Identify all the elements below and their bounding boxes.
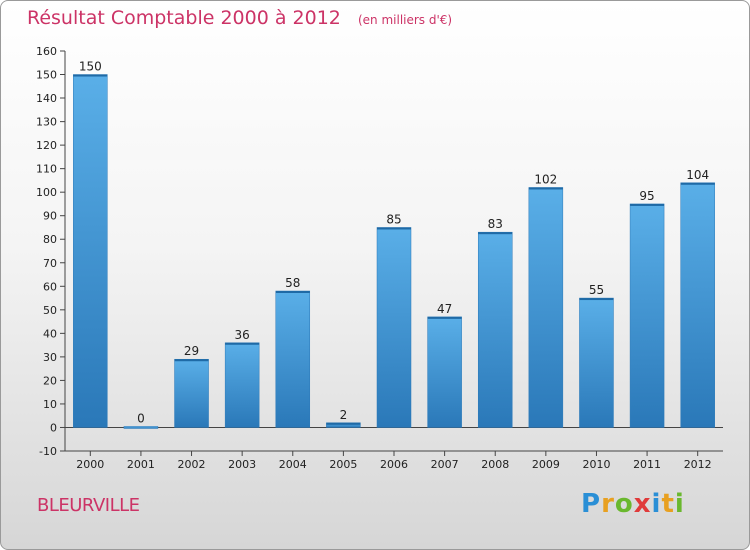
data-label: 150 [79, 60, 102, 74]
data-label: 83 [488, 217, 503, 231]
y-tick-label: 140 [36, 92, 57, 105]
y-tick-label: 130 [36, 116, 57, 129]
y-tick-label: 10 [43, 398, 57, 411]
y-tick-label: 60 [43, 280, 57, 293]
bar-top-edge [326, 422, 361, 425]
x-tick-label: 2007 [431, 458, 459, 471]
bar-top-edge [225, 342, 260, 345]
y-tick-label: 120 [36, 139, 57, 152]
chart-labels: 150 0 29 36 58 2 85 47 83 102 55 95 104 [79, 60, 709, 426]
bar [427, 316, 462, 428]
data-label: 58 [285, 276, 300, 290]
y-tick-label: 40 [43, 327, 57, 340]
data-label: 95 [639, 189, 654, 203]
proxiti-logo: Proxiti [581, 489, 685, 519]
bar-top-edge [377, 227, 411, 230]
bar [174, 358, 209, 428]
x-tick-label: 2011 [633, 458, 661, 471]
logo-letter: r [601, 489, 615, 519]
bar-top-edge [528, 187, 563, 190]
bar-top-edge [73, 74, 108, 77]
y-tick-label: -10 [39, 445, 57, 458]
y-tick-label: 0 [50, 421, 57, 434]
x-tick-label: 2009 [532, 458, 560, 471]
y-tick-label: 160 [36, 45, 57, 58]
y-tick-label: 70 [43, 257, 57, 270]
x-tick-label: 2001 [127, 458, 155, 471]
bar-top-edge [579, 298, 614, 301]
x-tick-label: 2004 [279, 458, 307, 471]
logo-letter: t [661, 489, 675, 519]
y-tick-label: 100 [36, 186, 57, 199]
x-tick-label: 2010 [582, 458, 610, 471]
y-tick-label: 80 [43, 233, 57, 246]
logo-letter: i [674, 489, 685, 519]
logo-letter: i [651, 489, 662, 519]
data-label: 2 [340, 408, 348, 422]
bar [579, 297, 614, 428]
bar [73, 74, 108, 428]
bar-top-edge [630, 203, 665, 206]
data-label: 85 [386, 212, 401, 226]
data-label: 104 [686, 168, 709, 182]
bar-top-edge [275, 291, 310, 293]
chart-bars [73, 74, 715, 429]
data-label: 47 [437, 302, 452, 316]
y-tick-label: 30 [43, 351, 57, 364]
x-tick-label: 2008 [481, 458, 509, 471]
x-tick-label: 2002 [178, 458, 206, 471]
chart-title: Résultat Comptable 2000 à 2012 [27, 7, 341, 29]
logo-letter: o [614, 489, 634, 519]
logo-letter: x [633, 489, 652, 519]
data-label: 0 [137, 411, 145, 425]
data-label: 36 [235, 328, 250, 342]
bar [275, 290, 311, 428]
bar [477, 231, 513, 428]
city-name: BLEURVILLE [37, 495, 140, 516]
y-tick-label: 150 [36, 69, 57, 82]
y-tick-label: 110 [36, 163, 57, 176]
x-tick-label: 2000 [76, 458, 104, 471]
data-label: 102 [534, 172, 557, 186]
y-tick-label: 50 [43, 304, 57, 317]
y-tick-label: 20 [43, 374, 57, 387]
bar [123, 426, 159, 429]
chart-axes: -100102030405060708090100110120130140150… [36, 45, 723, 471]
bar [224, 342, 260, 428]
bar-top-edge [174, 359, 209, 362]
y-tick-label: 90 [43, 210, 57, 223]
bar-top-edge [427, 316, 462, 319]
bar-top-edge [680, 182, 715, 185]
x-tick-label: 2003 [228, 458, 256, 471]
data-label: 29 [184, 344, 199, 358]
x-tick-label: 2005 [329, 458, 357, 471]
chart-header: Résultat Comptable 2000 à 2012 (en milli… [27, 7, 452, 29]
data-label: 55 [589, 283, 604, 297]
x-tick-label: 2006 [380, 458, 408, 471]
logo-letter: P [581, 489, 602, 519]
bar [376, 227, 412, 428]
x-tick-label: 2012 [684, 458, 712, 471]
bar [680, 182, 715, 428]
chart-subtitle: (en milliers d'€) [357, 13, 453, 27]
bar [528, 187, 564, 428]
bar [629, 203, 665, 428]
bar-top-edge [478, 232, 513, 235]
